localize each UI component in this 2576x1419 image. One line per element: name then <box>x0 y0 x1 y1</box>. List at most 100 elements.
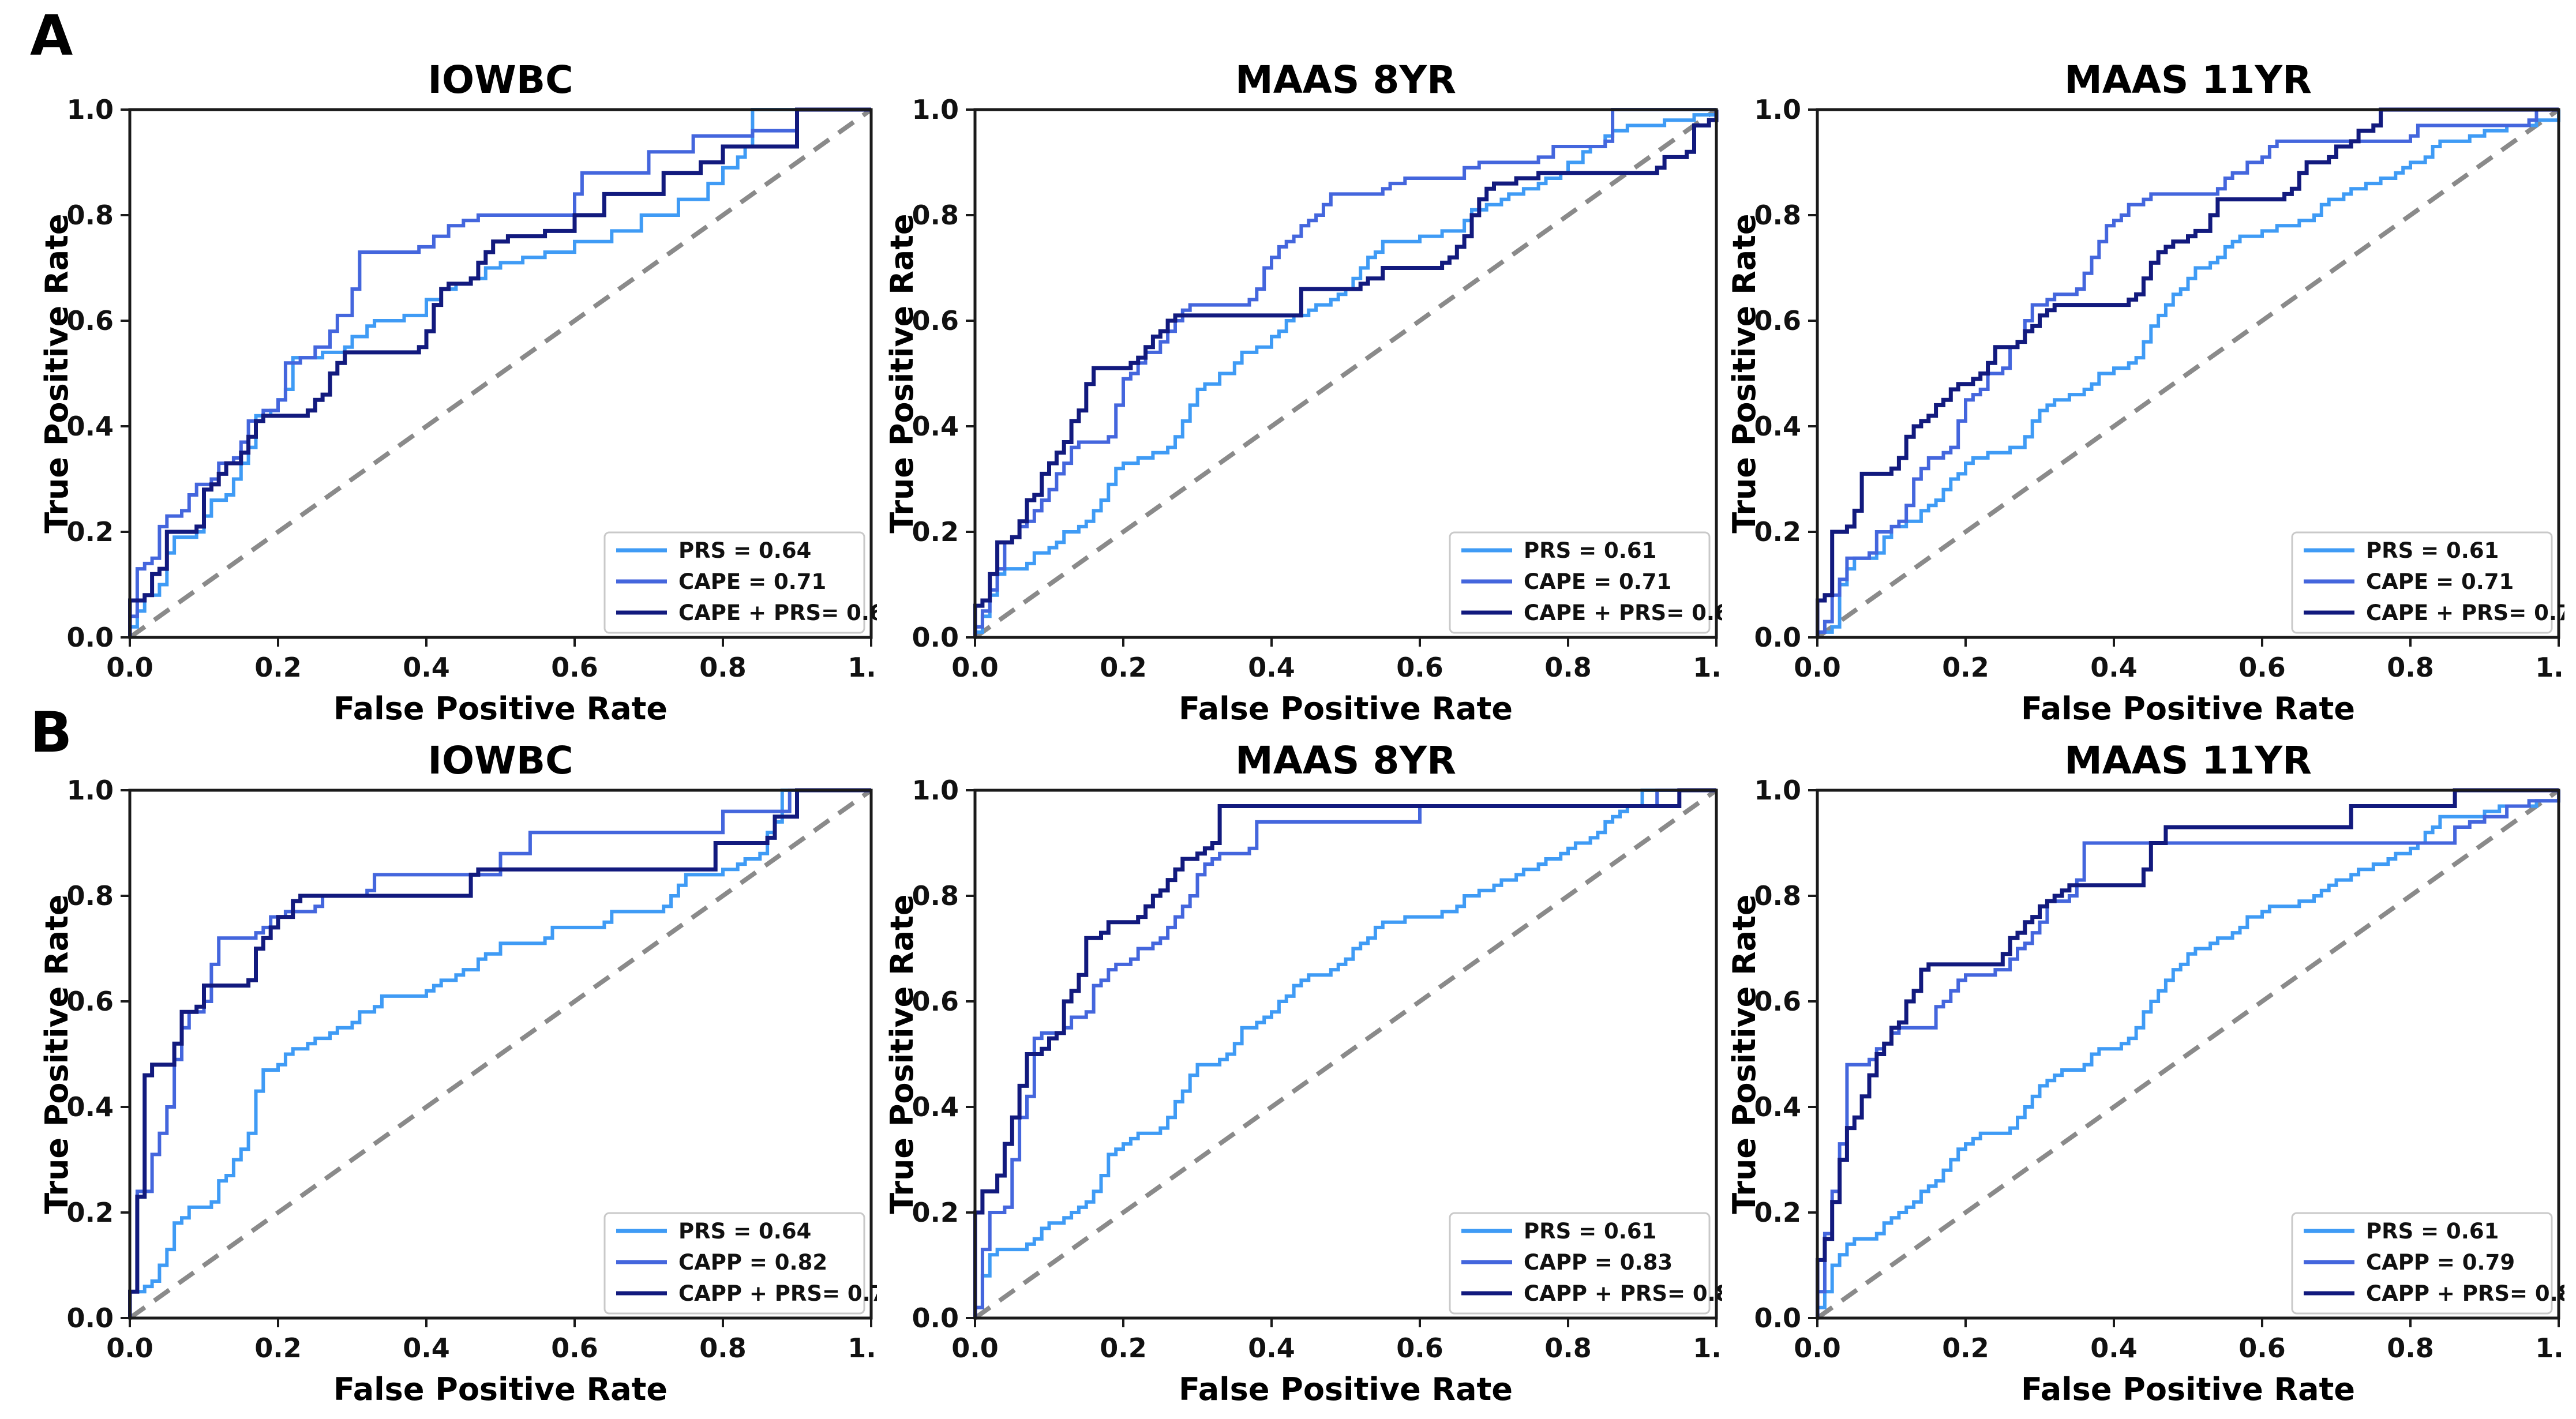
roc-curve-capp <box>973 789 1716 1318</box>
x-tick-label: 0.0 <box>106 1332 153 1364</box>
roc-curve-prs <box>1816 790 2560 1318</box>
plot-title: MAAS 11YR <box>2064 58 2312 102</box>
chance-diagonal <box>128 107 873 640</box>
chance-diagonal <box>1816 107 2560 640</box>
x-tick-label: 0.2 <box>1100 652 1147 683</box>
legend-label: CAPE = 0.71 <box>1524 569 1671 594</box>
y-tick-label: 0.8 <box>1754 880 1802 911</box>
roc-chart-svg: 0.0 0.2 0.4 0.6 0.8 1.0 0.0 0.2 0.4 0.6 0.8 1.0 PRS … <box>1754 94 2565 683</box>
panel-label-a: A <box>30 3 73 68</box>
y-tick-label: 0.6 <box>912 305 959 336</box>
x-tick-label: 0.2 <box>1942 1332 1989 1364</box>
panel-label-b: B <box>30 700 73 765</box>
roc-curve-cape-prs <box>973 110 1719 637</box>
axes-frame <box>973 108 1718 639</box>
y-tick-label: 0.8 <box>1754 200 1802 231</box>
legend-label: CAPP + PRS= 0.85 <box>1524 1281 1722 1306</box>
roc-curve-cape-prs <box>1816 107 2559 637</box>
legend-label: PRS = 0.61 <box>2366 538 2499 563</box>
legend: PRS = 0.61 CAPP = 0.83 CAPP + PRS= 0.85 <box>1449 1212 1722 1315</box>
x-tick-label: 1.0 <box>848 1332 877 1364</box>
y-tick-label: 0.8 <box>67 200 114 231</box>
chance-diagonal <box>973 107 1718 640</box>
plot-title: IOWBC <box>428 738 573 783</box>
roc-plot-b-maas-8yr: MAAS 8YR True Positive Rate 0.0 0.2 0.4 0.6… <box>880 727 1722 1419</box>
x-tick-label: 0.4 <box>2090 652 2138 683</box>
roc-curve-capp-prs <box>1816 788 2559 1318</box>
x-axis-label: False Positive Rate <box>2021 690 2355 727</box>
legend-box <box>2291 1212 2553 1315</box>
legend-label: PRS = 0.61 <box>1524 538 1656 563</box>
y-tick-label: 0.6 <box>67 986 114 1017</box>
legend: PRS = 0.64 CAPE = 0.71 CAPE + PRS= 0.65 <box>603 531 877 634</box>
y-tick-label: 0.6 <box>67 305 114 336</box>
axes-frame <box>1816 789 2560 1320</box>
chance-diagonal <box>128 788 873 1320</box>
x-tick-label: 0.2 <box>1942 652 1989 683</box>
y-tick-label: 0.0 <box>912 622 959 653</box>
legend-label: CAPP = 0.79 <box>2366 1250 2515 1275</box>
y-tick-label: 0.2 <box>67 516 114 547</box>
legend-label: PRS = 0.61 <box>2366 1219 2499 1244</box>
x-axis-label: False Positive Rate <box>333 690 668 727</box>
y-tick-label: 0.4 <box>1754 1091 1802 1123</box>
y-tick-label: 0.4 <box>67 411 114 442</box>
legend: PRS = 0.61 CAPE = 0.71 CAPE + PRS= 0.65 <box>1449 531 1722 634</box>
legend-label: CAPE = 0.71 <box>2366 569 2514 594</box>
legend-label: CAPP = 0.83 <box>1524 1250 1673 1275</box>
x-tick-label: 0.4 <box>2090 1332 2138 1364</box>
roc-plot-b-maas-11yr: MAAS 11YR True Positive Rate 0.0 0.2 0.4 0.… <box>1722 727 2564 1419</box>
x-tick-label: 0.2 <box>254 652 302 683</box>
plot-title: MAAS 8YR <box>1235 738 1456 783</box>
x-tick-label: 0.8 <box>699 652 747 683</box>
x-tick-label: 0.6 <box>2238 652 2286 683</box>
plot-title: MAAS 11YR <box>2064 738 2312 783</box>
roc-curve-prs <box>128 789 871 1318</box>
roc-plot-b-iowbc: IOWBC True Positive Rate 0.0 0.2 0.4 0.6 0.8… <box>35 727 877 1419</box>
y-tick-label: 0.2 <box>912 1197 959 1228</box>
legend-box <box>1449 1212 1711 1315</box>
roc-curve-capp-prs <box>128 788 871 1318</box>
x-tick-label: 0.4 <box>403 1332 450 1364</box>
x-tick-label: 0.4 <box>403 652 450 683</box>
roc-curve-cape <box>1816 108 2559 637</box>
roc-chart-svg: 0.0 0.2 0.4 0.6 0.8 1.0 0.0 0.2 0.4 0.6 0.8 1.0 PRS … <box>912 94 1723 683</box>
legend-box <box>603 1212 865 1315</box>
x-axis-label: False Positive Rate <box>1179 1371 1513 1407</box>
legend-label: CAPP = 0.82 <box>678 1250 827 1275</box>
x-tick-label: 0.8 <box>1544 1332 1592 1364</box>
y-tick-label: 0.8 <box>912 880 959 911</box>
legend-box <box>603 531 865 634</box>
legend-label: CAPE + PRS= 0.71 <box>2366 600 2564 625</box>
roc-plot-a-maas-8yr: MAAS 8YR True Positive Rate 0.0 0.2 0.4 0.6… <box>880 46 1722 738</box>
y-tick-label: 1.0 <box>67 94 114 125</box>
x-tick-label: 0.6 <box>1396 652 1443 683</box>
axes-frame <box>128 108 873 639</box>
x-tick-label: 0.6 <box>551 652 598 683</box>
x-tick-label: 0.6 <box>2238 1332 2286 1364</box>
x-tick-label: 0.0 <box>1794 652 1841 683</box>
roc-curve-prs <box>1816 110 2560 637</box>
roc-plot-a-maas-11yr: MAAS 11YR True Positive Rate 0.0 0.2 0.4 0.… <box>1722 46 2564 738</box>
legend-label: CAPP + PRS= 0.79 <box>678 1281 877 1306</box>
y-tick-label: 0.4 <box>912 1091 959 1123</box>
roc-curve-cape-prs <box>128 107 871 637</box>
legend-label: PRS = 0.64 <box>678 538 811 563</box>
roc-chart-svg: 0.0 0.2 0.4 0.6 0.8 1.0 0.0 0.2 0.4 0.6 0.8 1.0 PRS … <box>1754 775 2565 1364</box>
x-tick-label: 0.0 <box>1794 1332 1841 1364</box>
y-tick-label: 1.0 <box>67 775 114 806</box>
chance-diagonal <box>973 788 1718 1320</box>
x-tick-label: 0.8 <box>2387 652 2434 683</box>
roc-curve-cape <box>128 108 871 637</box>
x-tick-label: 0.6 <box>551 1332 598 1364</box>
x-axis-label: False Positive Rate <box>333 1371 668 1407</box>
y-tick-label: 0.6 <box>1754 986 1802 1017</box>
roc-curve-prs <box>973 110 1718 637</box>
y-tick-label: 0.2 <box>1754 1197 1802 1228</box>
chance-diagonal <box>1816 788 2560 1320</box>
y-tick-label: 0.8 <box>67 880 114 911</box>
axes-frame <box>1816 108 2560 639</box>
legend-label: PRS = 0.61 <box>1524 1219 1656 1244</box>
y-tick-label: 1.0 <box>1754 775 1802 806</box>
legend: PRS = 0.61 CAPP = 0.79 CAPP + PRS= 0.81 <box>2291 1212 2564 1315</box>
